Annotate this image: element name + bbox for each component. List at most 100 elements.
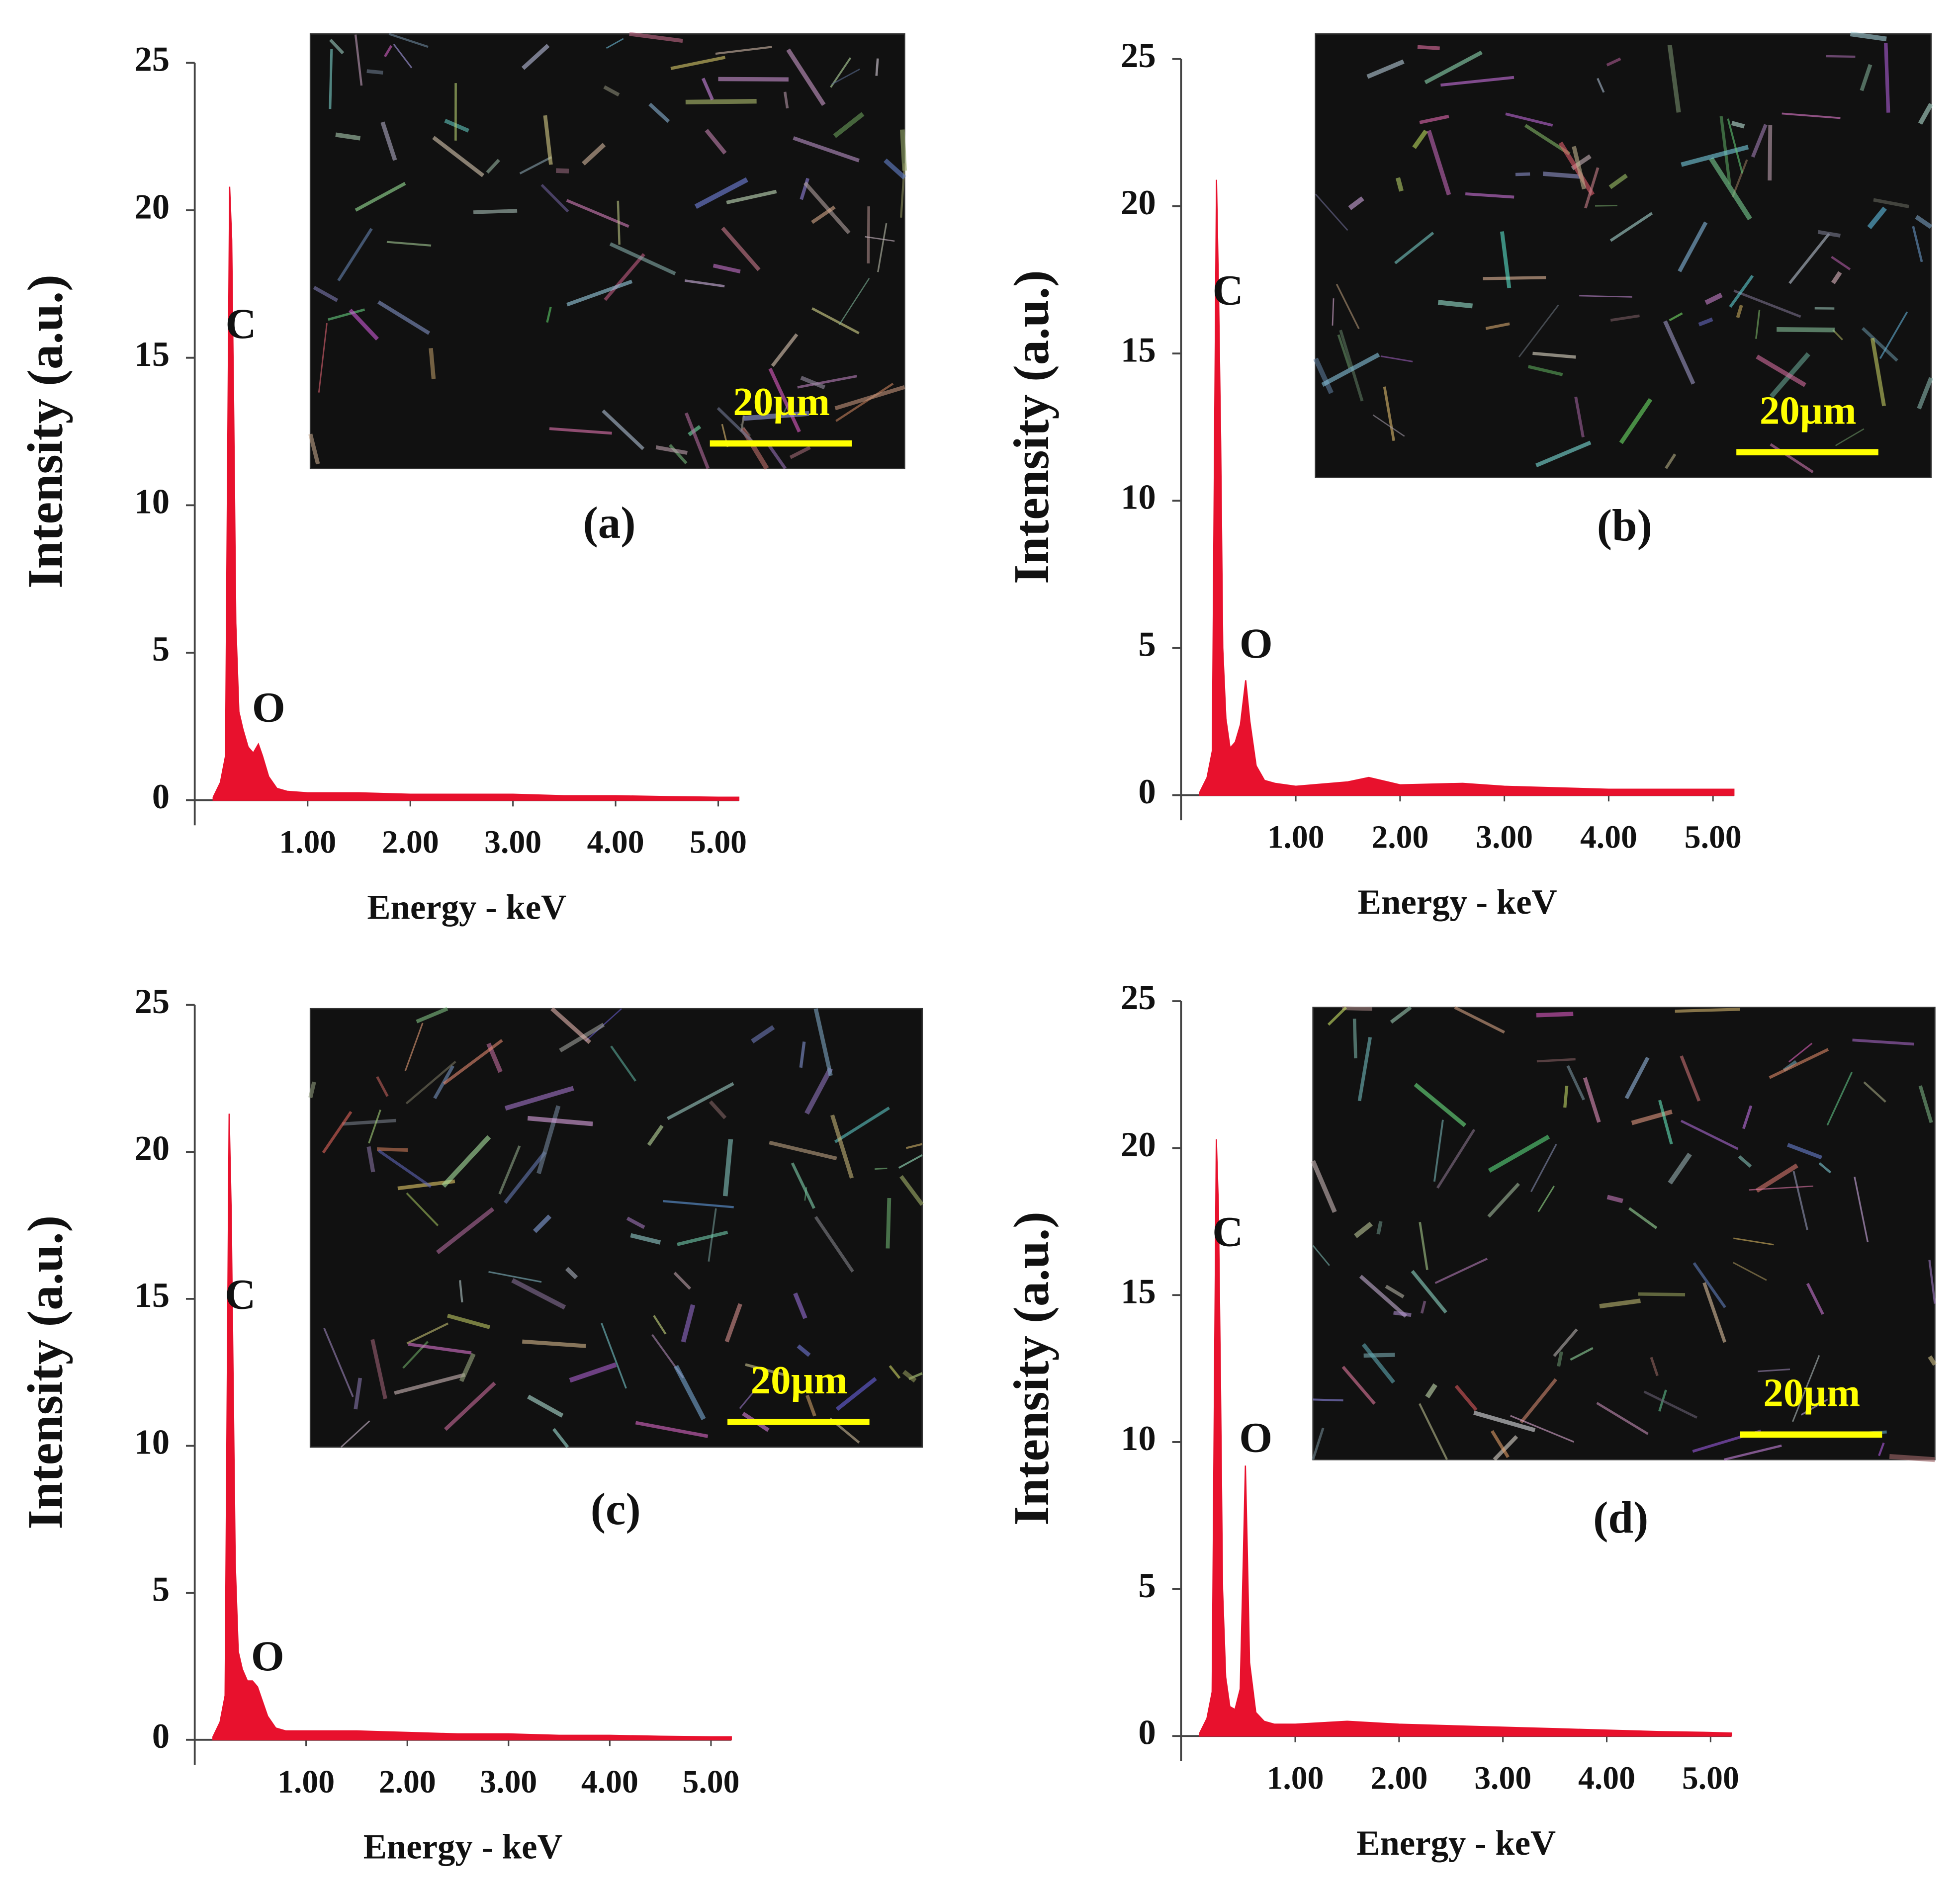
- sem-texture: [519, 156, 552, 174]
- sem-texture: [1850, 31, 1887, 42]
- sem-texture: [799, 1041, 806, 1068]
- x-axis-title: Energy - keV: [367, 888, 566, 927]
- sem-texture: [1678, 221, 1708, 272]
- sem-texture: [800, 375, 826, 390]
- sem-texture: [673, 1272, 692, 1290]
- y-tick-label: 25: [134, 982, 170, 1021]
- sem-texture: [900, 163, 906, 218]
- sem-texture: [610, 1045, 636, 1082]
- sem-texture: [1488, 1134, 1550, 1173]
- y-tick-label: 15: [134, 335, 170, 374]
- sem-texture: [370, 1339, 387, 1399]
- sem-texture: [1918, 1085, 1933, 1123]
- sem-texture: [1755, 1163, 1798, 1193]
- y-tick-label: 5: [1138, 1566, 1156, 1605]
- sem-texture: [1353, 1221, 1373, 1238]
- sem-texture: [674, 1365, 706, 1420]
- sem-texture: [443, 1039, 503, 1085]
- spectrum: [212, 186, 740, 801]
- sem-texture: [1770, 443, 1814, 474]
- sem-texture: [1806, 1283, 1824, 1315]
- sem-texture: [533, 1214, 552, 1233]
- sem-texture: [739, 1381, 763, 1409]
- sem-texture: [408, 1342, 472, 1355]
- sem-image: [309, 33, 905, 469]
- sem-texture: [521, 44, 550, 70]
- sem-texture: [602, 409, 645, 450]
- sem-texture: [789, 445, 811, 459]
- sem-texture: [1321, 352, 1380, 387]
- sem-texture: [393, 44, 413, 69]
- sem-texture: [386, 241, 432, 247]
- sem-texture: [1412, 129, 1428, 149]
- sem-texture: [803, 181, 851, 235]
- sem-texture: [1680, 1119, 1739, 1150]
- sem-texture: [444, 1381, 496, 1431]
- sem-texture: [1606, 1195, 1623, 1203]
- sem-texture: [1419, 1222, 1428, 1270]
- sem-texture: [366, 1146, 375, 1173]
- sem-texture: [1742, 1105, 1753, 1129]
- sem-texture: [1835, 428, 1865, 446]
- sem-texture: [653, 1315, 667, 1335]
- sem-texture: [1719, 116, 1731, 184]
- sem-texture: [1465, 192, 1515, 199]
- sem-texture: [1826, 1072, 1853, 1126]
- sem-texture: [1788, 233, 1830, 284]
- sem-texture: [793, 1292, 807, 1319]
- sem-texture: [366, 69, 383, 75]
- sem-texture: [1500, 231, 1512, 288]
- sem-texture: [1535, 440, 1592, 467]
- sem-texture: [432, 136, 485, 177]
- sem-texture: [793, 136, 860, 163]
- x-tick-label: 1.00: [277, 1764, 335, 1800]
- sem-texture: [1818, 1162, 1832, 1174]
- sem-texture: [630, 1233, 661, 1245]
- sem-texture: [905, 1143, 923, 1149]
- panel: 20µm 0 5 10 15 20 25 1.00 2.00 3.00 4.00 5.00 Energy…: [17, 32, 907, 927]
- sem-texture: [459, 1353, 476, 1382]
- sem-texture: [1417, 45, 1440, 50]
- sem-texture: [701, 78, 714, 100]
- sem-texture: [1650, 1357, 1659, 1376]
- sem-texture: [898, 1154, 923, 1169]
- sem-texture: [1723, 1444, 1782, 1461]
- sem-texture: [1668, 1152, 1692, 1185]
- sem-texture: [1756, 354, 1806, 387]
- x-tick-label: 1.00: [1267, 1760, 1324, 1796]
- sem-texture: [1393, 1311, 1412, 1317]
- sem-texture: [308, 1081, 316, 1099]
- sem-texture: [1570, 1347, 1594, 1361]
- sem-texture: [771, 333, 799, 367]
- sem-texture: [459, 1280, 463, 1302]
- sem-texture: [1359, 1275, 1408, 1318]
- sem-texture: [1437, 300, 1473, 309]
- sem-texture: [1665, 453, 1677, 469]
- sem-texture: [1332, 298, 1335, 326]
- sem-texture: [835, 1377, 877, 1411]
- sem-image: [1315, 33, 1932, 478]
- sem-texture: [569, 1362, 617, 1383]
- sem-texture: [1537, 1186, 1555, 1212]
- sem-texture: [1487, 1182, 1520, 1218]
- y-tick-label: 5: [152, 630, 170, 669]
- sem-texture: [834, 385, 905, 411]
- sem-texture: [705, 129, 727, 155]
- sem-texture: [1854, 1177, 1869, 1243]
- x-tick-label: 2.00: [1371, 819, 1428, 856]
- sem-texture: [527, 1394, 564, 1418]
- sem-texture: [380, 121, 397, 161]
- sem-texture: [1579, 295, 1632, 298]
- sem-texture: [1312, 1245, 1330, 1266]
- sem-texture: [1313, 1398, 1343, 1402]
- x-axis-title: Energy - keV: [1358, 883, 1557, 922]
- sem-texture: [1419, 1403, 1448, 1460]
- y-tick-label: 15: [134, 1276, 170, 1315]
- sem-texture: [1599, 1298, 1641, 1309]
- sem-texture: [1731, 159, 1748, 198]
- sem-texture: [429, 347, 436, 379]
- x-tick-label: 2.00: [382, 824, 439, 860]
- sem-texture: [1425, 1383, 1437, 1398]
- sem-texture: [1440, 76, 1515, 87]
